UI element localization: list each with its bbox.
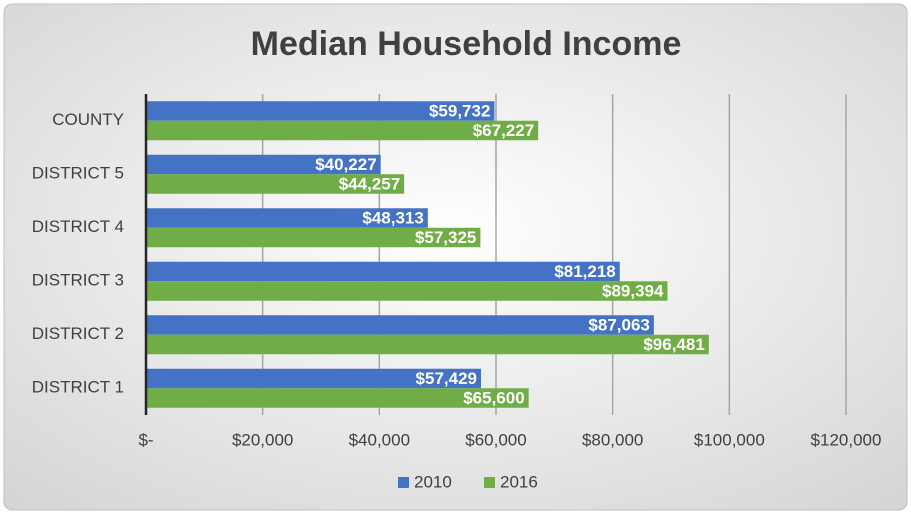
value-label: $96,481 — [643, 335, 704, 354]
x-tick-label: $- — [138, 430, 153, 449]
bar — [146, 101, 495, 121]
value-label: $89,394 — [602, 281, 664, 300]
value-label: $59,732 — [429, 101, 490, 120]
value-label: $40,227 — [315, 155, 376, 174]
bar — [146, 208, 428, 228]
value-label: $57,325 — [415, 228, 476, 247]
y-tick-label: COUNTY — [52, 110, 124, 129]
bar — [146, 174, 405, 194]
y-tick-label: DISTRICT 2 — [32, 324, 124, 343]
bar — [146, 281, 668, 301]
value-label: $87,063 — [588, 315, 649, 334]
value-label: $81,218 — [554, 262, 615, 281]
legend-label: 2016 — [500, 472, 538, 491]
x-tick-label: $120,000 — [811, 430, 882, 449]
y-tick-label: DISTRICT 5 — [32, 164, 124, 183]
bar — [146, 120, 539, 141]
y-tick-label: DISTRICT 4 — [32, 217, 124, 236]
value-label: $44,257 — [339, 174, 400, 193]
bar — [146, 227, 481, 248]
x-tick-label: $60,000 — [465, 430, 526, 449]
legend-swatch — [398, 477, 409, 488]
chart-title: Median Household Income — [251, 25, 682, 63]
bar — [146, 154, 381, 175]
y-tick-label: DISTRICT 1 — [32, 378, 124, 397]
y-tick-label: DISTRICT 3 — [32, 271, 124, 290]
bar — [146, 388, 529, 408]
x-tick-label: $20,000 — [232, 430, 293, 449]
x-tick-label: $40,000 — [349, 430, 410, 449]
value-label: $67,227 — [473, 121, 534, 140]
bar — [146, 368, 482, 389]
bar — [146, 334, 709, 355]
legend-label: 2010 — [414, 472, 452, 491]
value-label: $65,600 — [463, 388, 524, 407]
legend-swatch — [484, 477, 495, 488]
x-tick-label: $100,000 — [694, 430, 765, 449]
bar — [146, 315, 654, 335]
value-label: $48,313 — [362, 208, 423, 227]
value-label: $57,429 — [416, 369, 477, 388]
bar — [146, 261, 620, 282]
x-tick-label: $80,000 — [582, 430, 643, 449]
